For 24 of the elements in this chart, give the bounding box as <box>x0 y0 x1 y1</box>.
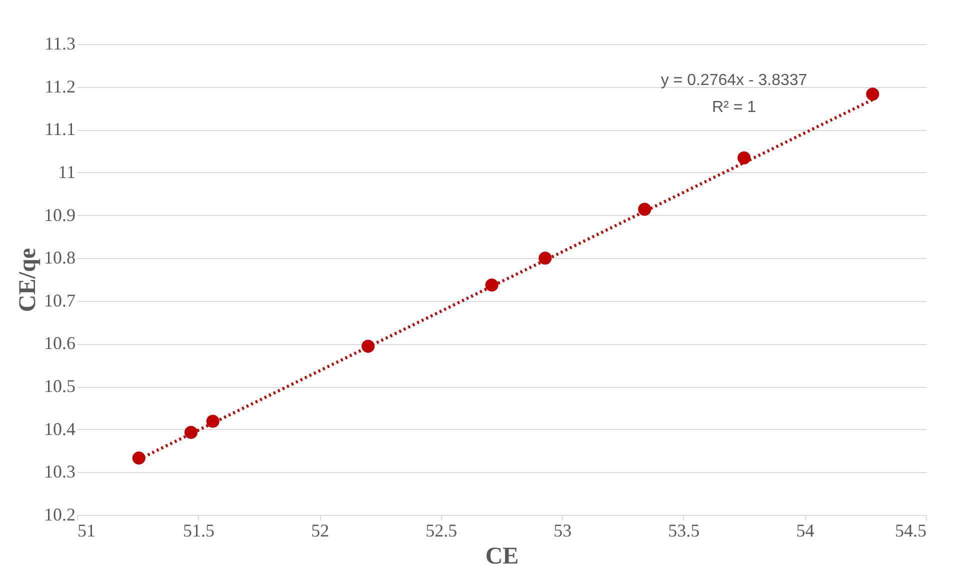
y-tick-label: 10.4 <box>44 418 76 439</box>
x-tick-label: 51.5 <box>183 520 215 540</box>
annotation: y = 0.2764x - 3.8337 <box>660 72 808 89</box>
y-tick-label: 10.8 <box>44 248 76 268</box>
x-tick-label: 54.5 <box>895 520 926 540</box>
y-tick-label: 10.6 <box>44 333 76 354</box>
y-tick-label: 10.3 <box>44 462 76 482</box>
y-tick-label: 11.3 <box>44 34 76 54</box>
x-tick-label: 53.5 <box>668 520 700 540</box>
y-tick-label: 11 <box>58 162 76 182</box>
x-tick-label: 52.5 <box>426 520 458 540</box>
x-axis-title: CE <box>485 544 519 570</box>
x-tick-label: 54 <box>796 520 814 540</box>
annotation: R² = 1 <box>712 99 756 116</box>
y-tick-label: 10.2 <box>44 504 76 524</box>
y-tick-label: 10.9 <box>44 204 76 225</box>
y-axis-title: CE/qe <box>15 248 41 312</box>
x-tick-label: 51 <box>78 520 96 540</box>
y-tick-label: 10.7 <box>44 290 76 310</box>
y-tick-label: 11.2 <box>44 76 76 96</box>
x-tick-label: 52 <box>311 520 330 540</box>
y-tick-label: 10.5 <box>44 376 76 396</box>
y-tick-label: 11.1 <box>44 119 76 140</box>
x-tick-label: 53 <box>554 520 572 540</box>
